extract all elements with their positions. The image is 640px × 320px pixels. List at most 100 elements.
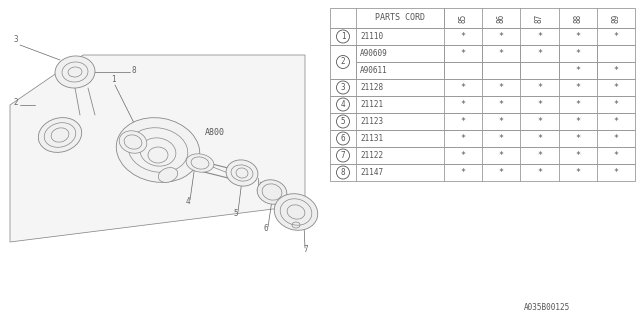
Text: *: *: [537, 151, 542, 160]
Text: 87: 87: [535, 13, 544, 23]
Ellipse shape: [158, 168, 178, 182]
Text: 2: 2: [340, 58, 346, 67]
Text: 6: 6: [264, 224, 268, 233]
Text: 21121: 21121: [360, 100, 383, 109]
Text: 1: 1: [340, 32, 346, 41]
Text: *: *: [537, 49, 542, 58]
Text: 8: 8: [132, 66, 136, 75]
Bar: [596, 62, 635, 79]
Text: *: *: [537, 117, 542, 126]
Text: *: *: [461, 134, 466, 143]
Text: *: *: [461, 168, 466, 177]
Text: 1: 1: [111, 75, 115, 84]
Bar: [559, 62, 597, 79]
Text: *: *: [613, 168, 618, 177]
Ellipse shape: [116, 118, 200, 182]
Text: *: *: [575, 117, 580, 126]
Text: *: *: [461, 83, 466, 92]
Text: *: *: [499, 134, 504, 143]
Bar: [520, 45, 559, 62]
Text: *: *: [537, 134, 542, 143]
Ellipse shape: [186, 154, 214, 172]
Text: 21131: 21131: [360, 134, 383, 143]
Bar: [559, 45, 597, 62]
Text: A035B00125: A035B00125: [524, 303, 570, 312]
Text: *: *: [537, 83, 542, 92]
Text: 7: 7: [340, 151, 346, 160]
Text: 8: 8: [340, 168, 346, 177]
Text: 21122: 21122: [360, 151, 383, 160]
Text: *: *: [461, 100, 466, 109]
Text: *: *: [537, 32, 542, 41]
Text: 4: 4: [186, 197, 190, 206]
Text: *: *: [613, 134, 618, 143]
Bar: [330, 113, 635, 130]
Text: *: *: [461, 49, 466, 58]
Text: 7: 7: [304, 245, 308, 254]
Ellipse shape: [119, 131, 147, 153]
Text: 5: 5: [234, 209, 238, 218]
Bar: [330, 8, 635, 28]
Text: *: *: [575, 83, 580, 92]
Text: A90609: A90609: [360, 49, 388, 58]
Text: 4: 4: [340, 100, 346, 109]
Ellipse shape: [55, 56, 95, 88]
Bar: [330, 45, 356, 79]
Text: *: *: [613, 117, 618, 126]
Text: 3: 3: [13, 35, 19, 44]
Text: 21147: 21147: [360, 168, 383, 177]
Text: 5: 5: [340, 117, 346, 126]
Text: *: *: [613, 83, 618, 92]
Text: *: *: [499, 83, 504, 92]
Bar: [330, 130, 635, 147]
Bar: [482, 62, 520, 79]
Text: *: *: [499, 168, 504, 177]
Polygon shape: [10, 55, 305, 242]
Text: 3: 3: [340, 83, 346, 92]
Bar: [330, 28, 635, 45]
Ellipse shape: [38, 118, 82, 152]
Bar: [444, 45, 482, 62]
Text: *: *: [537, 100, 542, 109]
Text: 21110: 21110: [360, 32, 383, 41]
Text: 21128: 21128: [360, 83, 383, 92]
Text: *: *: [499, 100, 504, 109]
Text: 86: 86: [497, 13, 506, 23]
Bar: [520, 62, 559, 79]
Text: *: *: [537, 168, 542, 177]
Bar: [444, 62, 482, 79]
Text: 21123: 21123: [360, 117, 383, 126]
Bar: [330, 147, 635, 164]
Text: *: *: [499, 49, 504, 58]
Bar: [356, 45, 444, 62]
Text: *: *: [499, 151, 504, 160]
Text: *: *: [461, 32, 466, 41]
Text: *: *: [575, 168, 580, 177]
Ellipse shape: [257, 180, 287, 204]
Text: *: *: [461, 117, 466, 126]
Text: *: *: [575, 151, 580, 160]
Bar: [330, 164, 635, 181]
Text: PARTS CORD: PARTS CORD: [375, 13, 425, 22]
Text: 89: 89: [611, 13, 620, 23]
Text: *: *: [461, 151, 466, 160]
Text: *: *: [575, 134, 580, 143]
Text: *: *: [575, 32, 580, 41]
Text: *: *: [613, 66, 618, 75]
Text: *: *: [613, 100, 618, 109]
Ellipse shape: [275, 194, 317, 230]
Bar: [596, 45, 635, 62]
Text: *: *: [575, 100, 580, 109]
Text: *: *: [499, 32, 504, 41]
Text: 85: 85: [459, 13, 468, 23]
Bar: [356, 62, 444, 79]
Text: 6: 6: [340, 134, 346, 143]
Text: *: *: [613, 151, 618, 160]
Text: *: *: [575, 66, 580, 75]
Bar: [482, 45, 520, 62]
Text: *: *: [613, 32, 618, 41]
Text: 2: 2: [13, 98, 19, 107]
Bar: [330, 79, 635, 96]
Text: A800: A800: [205, 128, 225, 137]
Text: *: *: [499, 117, 504, 126]
